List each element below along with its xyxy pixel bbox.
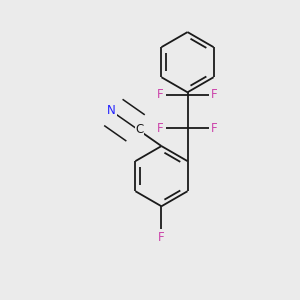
Text: F: F [157, 122, 164, 134]
Text: F: F [157, 88, 164, 101]
Text: N: N [107, 104, 116, 117]
Text: F: F [212, 122, 218, 134]
Text: F: F [212, 88, 218, 101]
Text: F: F [158, 231, 165, 244]
Text: C: C [135, 123, 144, 136]
